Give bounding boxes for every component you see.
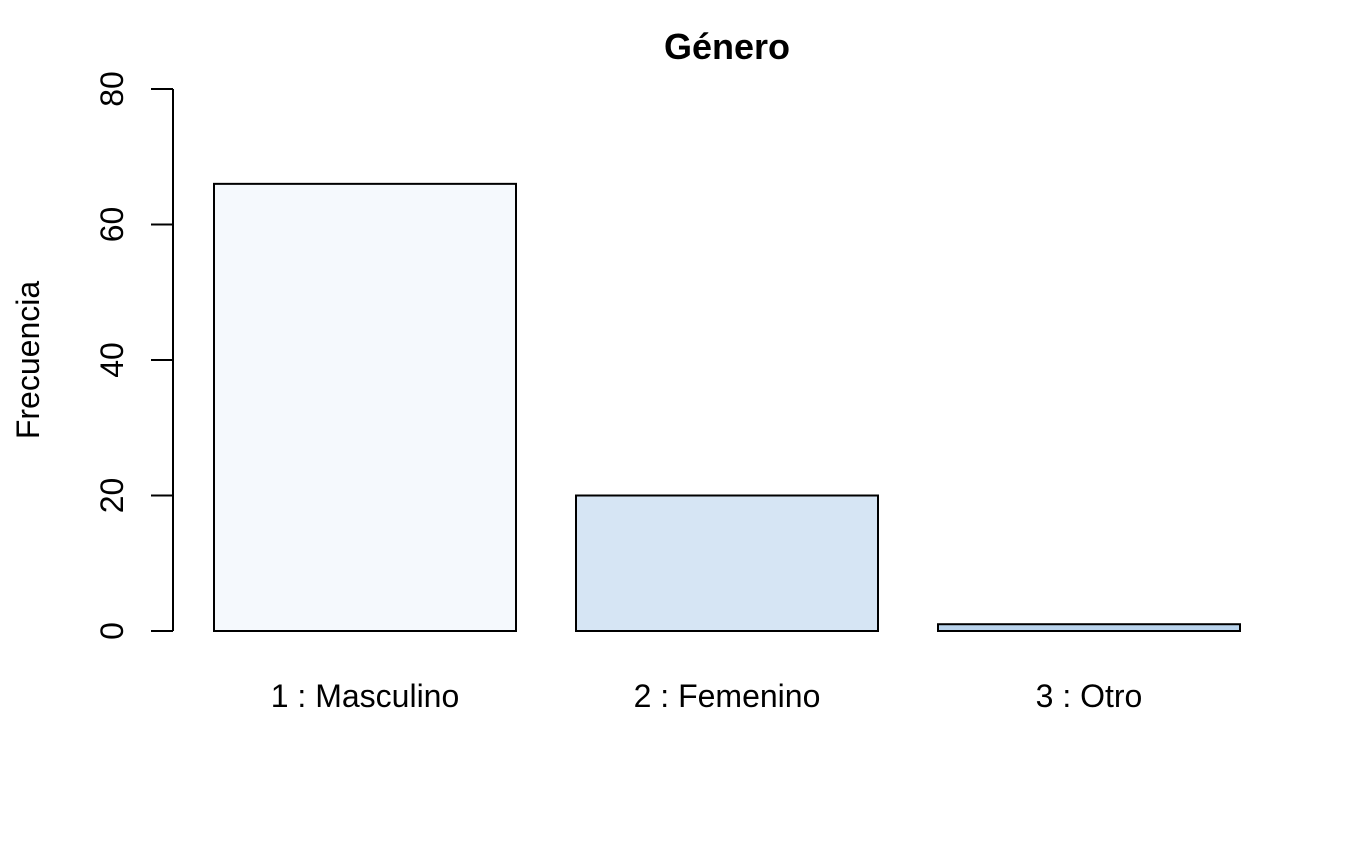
- x-category-label: 2 : Femenino: [634, 678, 821, 714]
- x-category-label: 3 : Otro: [1036, 678, 1143, 714]
- bar: [213, 182, 517, 632]
- y-axis: 0 20 40 60 80: [94, 71, 174, 640]
- y-tick-label: 0: [94, 622, 130, 640]
- y-tick-label: 60: [94, 207, 130, 243]
- chart-title: Género: [664, 26, 790, 67]
- category-labels: 1 : Masculino 2 : Femenino 3 : Otro: [271, 678, 1143, 714]
- y-tick-label: 80: [94, 71, 130, 107]
- bar: [937, 623, 1241, 632]
- y-axis-title: Frecuencia: [10, 281, 46, 440]
- bar: [575, 494, 879, 632]
- bars-group: [213, 182, 1241, 632]
- y-tick-label: 20: [94, 478, 130, 514]
- x-category-label: 1 : Masculino: [271, 678, 460, 714]
- y-tick-label: 40: [94, 342, 130, 378]
